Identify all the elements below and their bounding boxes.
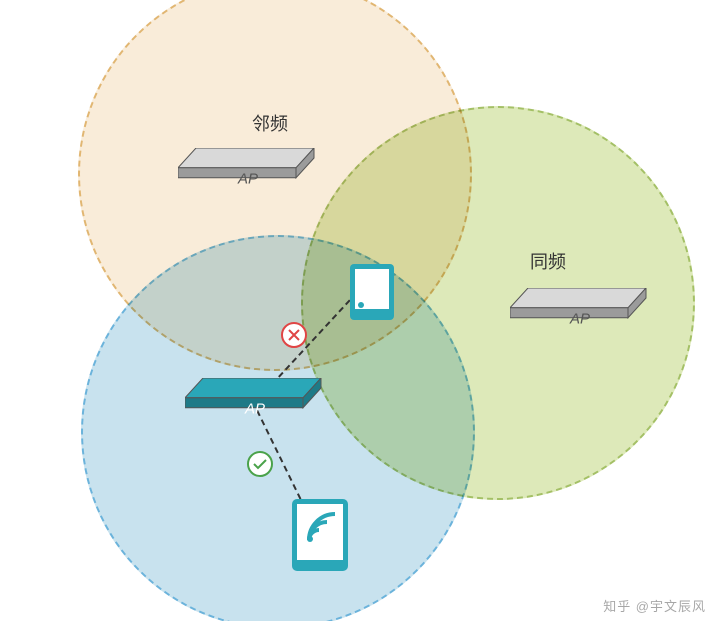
label-adjacent-channel: 邻频	[252, 110, 288, 136]
diagram-stage: AP AP AP	[0, 0, 720, 621]
label-same-channel: 同频	[530, 248, 566, 274]
accept-icon	[246, 450, 274, 478]
reject-icon	[280, 321, 308, 349]
ap-adjacent: AP	[178, 148, 318, 213]
client-device-overlap	[348, 262, 400, 331]
client-device-connected	[290, 497, 354, 582]
ap-same: AP	[510, 288, 650, 353]
watermark-text: 知乎 @宇文辰风	[603, 596, 706, 615]
ap-self: AP	[185, 378, 325, 443]
